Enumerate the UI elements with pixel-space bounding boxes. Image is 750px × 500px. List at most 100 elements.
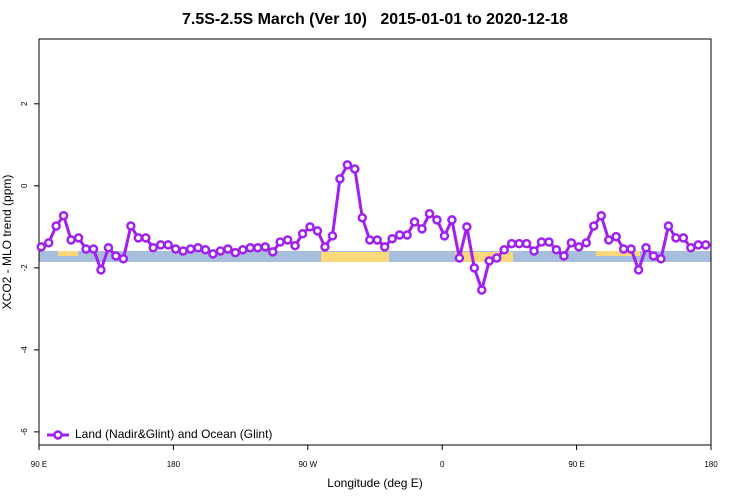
data-point — [379, 242, 390, 252]
data-point — [432, 215, 442, 225]
data-point — [111, 251, 121, 261]
data-point — [656, 254, 666, 264]
data-point — [185, 244, 196, 254]
data-point — [73, 233, 84, 243]
data-point — [350, 164, 360, 174]
data-point — [51, 221, 61, 231]
x-tick-label: 180 — [704, 460, 718, 469]
data-point — [671, 233, 681, 243]
data-point — [297, 229, 308, 239]
data-point — [320, 242, 330, 252]
x-tick-label: 90 E — [31, 460, 47, 469]
data-point — [178, 246, 188, 256]
y-tick-label: -4 — [20, 346, 29, 354]
legend-label: Land (Nadir&Glint) and Ocean (Glint) — [75, 427, 272, 441]
data-point — [678, 233, 689, 243]
data-point — [566, 238, 577, 248]
data-point — [618, 244, 629, 254]
data-point — [596, 211, 606, 221]
data-point — [335, 174, 345, 184]
chart-title: 7.5S-2.5S March (Ver 10) 2015-01-01 to 2… — [182, 11, 568, 28]
data-point — [253, 242, 263, 253]
data-point — [170, 244, 181, 254]
data-point — [641, 242, 651, 253]
data-point — [663, 221, 674, 231]
data-point — [521, 238, 532, 249]
data-point — [626, 244, 636, 254]
data-point — [611, 231, 621, 242]
data-point — [372, 235, 382, 245]
data-point — [312, 226, 323, 236]
data-point — [409, 217, 420, 227]
data-point — [417, 224, 427, 234]
data-point — [260, 242, 270, 252]
data-point — [462, 222, 472, 232]
data-point — [648, 251, 659, 261]
data-point — [155, 240, 166, 250]
data-point — [96, 265, 106, 275]
data-point — [342, 160, 353, 170]
data-point — [126, 221, 136, 231]
legend-marker — [53, 430, 63, 440]
data-point — [365, 235, 375, 245]
data-point — [447, 215, 457, 225]
data-point — [238, 245, 248, 255]
data-point — [245, 242, 256, 253]
data-point — [701, 240, 711, 250]
data-point — [589, 221, 599, 231]
data-point — [603, 235, 614, 245]
data-point — [536, 237, 547, 247]
data-point — [559, 251, 569, 261]
data-point — [290, 240, 300, 251]
data-point — [469, 263, 480, 273]
data-point — [693, 240, 704, 250]
data-point — [454, 253, 465, 263]
x-tick-label: 90 E — [568, 460, 584, 469]
data-point — [88, 244, 99, 254]
data-point — [357, 213, 368, 223]
data-point — [633, 265, 644, 275]
data-point — [686, 242, 696, 253]
data-point — [81, 244, 91, 254]
data-point — [529, 246, 539, 256]
data-point — [163, 240, 173, 250]
data-point — [491, 253, 502, 263]
data-point — [66, 235, 76, 245]
data-point — [574, 242, 584, 252]
x-tick-label: 180 — [167, 460, 181, 469]
data-point — [581, 238, 592, 248]
y-tick-label: 2 — [20, 101, 29, 106]
data-point — [36, 242, 46, 252]
x-tick-label: 90 W — [298, 460, 317, 469]
data-point — [305, 222, 315, 232]
data-point — [514, 238, 524, 249]
land-strip — [596, 251, 640, 256]
data-point — [148, 242, 158, 253]
x-axis-label: Longitude (deg E) — [327, 476, 422, 490]
data-point — [402, 230, 412, 240]
data-point — [327, 231, 338, 241]
data-point — [551, 245, 562, 255]
data-point — [118, 254, 129, 264]
y-axis-label: XCO2 - MLO trend (ppm) — [0, 175, 14, 310]
data-point — [499, 245, 509, 255]
data-point — [267, 247, 278, 257]
x-tick-label: 0 — [440, 460, 445, 469]
data-point — [282, 235, 293, 245]
data-point — [424, 208, 435, 219]
plot-frame — [38, 38, 712, 446]
data-point — [215, 246, 226, 256]
land-strip — [58, 251, 78, 256]
data-point — [544, 237, 554, 247]
y-tick-label: -2 — [20, 264, 29, 272]
data-point — [200, 245, 211, 255]
land-strip — [321, 252, 389, 262]
land-strip — [455, 252, 513, 262]
data-point — [43, 238, 54, 248]
data-point — [275, 237, 285, 247]
data-point — [506, 238, 517, 249]
data-point — [439, 231, 450, 241]
data-line — [40, 162, 706, 296]
y-tick-label: 0 — [20, 183, 29, 188]
data-point — [387, 233, 397, 244]
